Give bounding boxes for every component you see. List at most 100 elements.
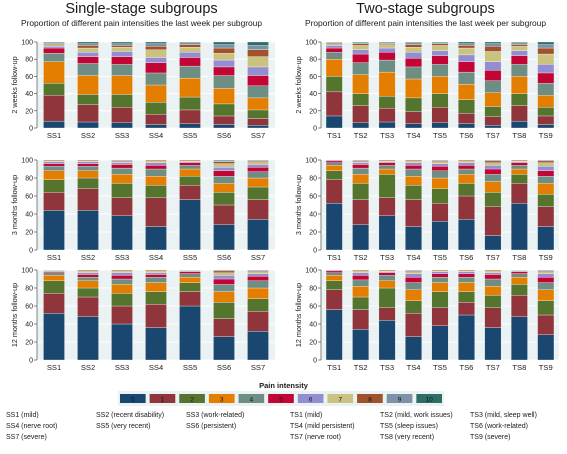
bar-segment: [405, 78, 422, 99]
y-tick-label: 0: [313, 358, 317, 365]
bar-segment: [431, 269, 449, 272]
x-tick-label: TS9: [539, 363, 553, 372]
bar-segment: [537, 300, 555, 316]
bar-segment: [352, 167, 370, 175]
bar-segment: [431, 282, 449, 292]
bar-segment: [458, 314, 475, 361]
y-tick-label: 100: [21, 268, 33, 275]
bar-segment: [111, 51, 133, 57]
bar-segment: [325, 115, 343, 129]
bar-segment: [325, 76, 343, 93]
bar-segment: [484, 181, 502, 193]
x-tick-label: TS5: [433, 253, 447, 262]
bar-segment: [510, 183, 528, 204]
legend-swatch: [149, 394, 176, 403]
bar-segment: [145, 168, 167, 177]
bar-segment: [458, 195, 475, 220]
legend-swatch: [268, 394, 294, 403]
bar-segment: [111, 323, 133, 361]
bar-segment: [537, 206, 555, 227]
bar-segment: [352, 269, 370, 272]
bar-segment: [510, 42, 528, 45]
y-tick-label: 40: [309, 322, 317, 329]
chart-panel-ss-3months: 0 20 40 60 80 100 3 months follow-up SS1 SS2 SS3 S…: [0, 152, 283, 274]
bar-segment: [458, 291, 475, 303]
bar-segment: [352, 164, 370, 169]
bar-segment: [537, 183, 555, 195]
bar-segment: [111, 164, 133, 169]
bar-segment: [405, 66, 422, 80]
bar-segment: [145, 114, 167, 125]
bar-segment: [77, 45, 99, 49]
bar-segment: [213, 284, 235, 292]
bar-segment: [247, 97, 269, 111]
bar-segment: [77, 159, 99, 162]
bar-segment: [378, 44, 396, 49]
bar-segment: [484, 162, 502, 166]
x-tick-label: TS3: [380, 253, 394, 262]
bar-segment: [537, 176, 555, 184]
bar-segment: [537, 159, 555, 162]
y-axis-label: 3 months follow-up: [10, 175, 19, 235]
bar-segment: [405, 269, 422, 272]
x-tick-label: SS1: [47, 253, 61, 262]
bar-segment: [352, 270, 370, 273]
subgroup-label: TS8 (very recent): [380, 434, 435, 441]
bar-segment: [458, 183, 475, 197]
bar-segment: [352, 329, 370, 361]
x-tick-label: SS3: [115, 363, 129, 372]
bar-segment: [111, 43, 133, 46]
bar-segment: [378, 215, 396, 251]
x-tick-label: SS7: [251, 363, 265, 372]
bar-segment: [484, 46, 502, 52]
bar-segment: [247, 298, 269, 312]
subgroup-label: TS7 (nerve root): [290, 434, 341, 441]
bar-segment: [458, 165, 475, 170]
bar-segment: [43, 159, 65, 162]
bar-segment: [111, 275, 133, 280]
bar-segment: [378, 121, 396, 129]
bar-segment: [458, 282, 475, 292]
bar-segment: [378, 52, 396, 61]
x-tick-label: SS5: [183, 253, 197, 262]
bar-segment: [213, 278, 235, 285]
bar-segment: [213, 224, 235, 251]
bar-segment: [458, 302, 475, 316]
two-stage-subtitle: Proportion of different pain intensities…: [304, 18, 546, 28]
legend-swatch: [120, 394, 146, 403]
bar-segment: [352, 159, 370, 162]
bar-segment: [111, 293, 133, 307]
bar-segment: [510, 55, 528, 65]
two-stage-title: Two-stage subgroups: [356, 1, 495, 17]
bar-segment: [352, 183, 370, 200]
bar-segment: [145, 269, 167, 272]
bar-segment: [484, 125, 502, 129]
bar-segment: [484, 274, 502, 280]
y-tick-label: 20: [25, 108, 33, 115]
bar-segment: [405, 52, 422, 59]
bar-segment: [179, 77, 201, 98]
bar-segment: [405, 336, 422, 361]
y-tick-label: 100: [21, 158, 33, 165]
x-tick-label: SS2: [81, 131, 95, 140]
chart-svg: 0 20 40 60 80 100 2 weeks follow-up TS1 TS2 TS3 TS…: [294, 40, 559, 140]
bar-segment: [537, 115, 555, 125]
bar-segment: [484, 70, 502, 81]
x-tick-label: TS5: [433, 363, 447, 372]
chart-panel-ts-12months: 0 20 40 60 80 100 12 months follow-up TS1 TS2 TS3…: [284, 262, 567, 384]
bar-segment: [537, 44, 555, 49]
bar-segment: [77, 43, 99, 46]
bar-segment: [43, 210, 65, 251]
bar-segment: [510, 41, 528, 44]
x-tick-label: SS6: [217, 131, 231, 140]
bar-segment: [213, 75, 235, 89]
bar-segment: [43, 47, 65, 54]
bar-segment: [484, 192, 502, 207]
bar-segment: [145, 72, 167, 86]
bar-segment: [431, 64, 449, 77]
bar-segment: [484, 307, 502, 328]
bar-segment: [179, 199, 201, 251]
bar-segment: [77, 210, 99, 251]
bar-segment: [537, 194, 555, 207]
bar-segment: [43, 163, 65, 167]
